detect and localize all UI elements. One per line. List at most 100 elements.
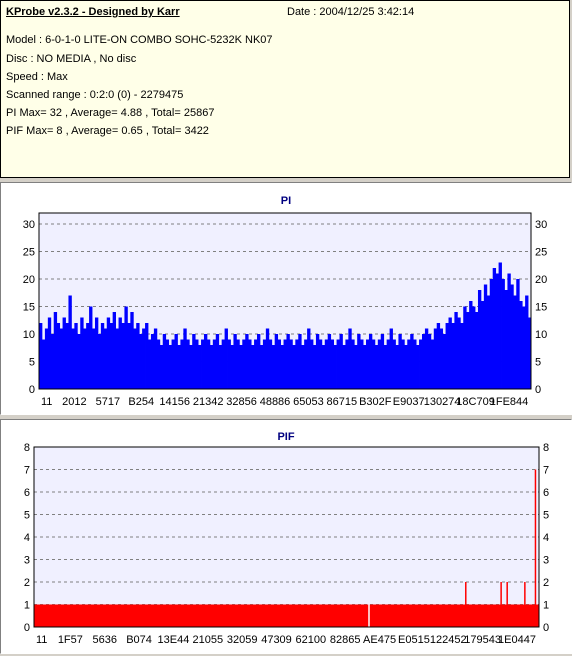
pi-bar [498,262,502,389]
pi-bar [112,312,116,389]
pif-chart: PIF 0 01 12 23 34 45 56 67 78 811 1F57 5636 B074 13E4… [24,431,549,646]
pi-ytick-left: 15 [23,302,35,314]
pi-bar [286,334,290,389]
pif-xtick-label: 11 [36,634,47,646]
pi-bar [74,323,78,389]
pi-bar [333,345,337,389]
pi-bar [145,323,149,389]
pi-bar [475,312,479,389]
pif-ytick-left: 5 [24,510,30,522]
app-title: KProbe v2.3.2 - Designed by Karr [6,6,180,18]
pi-bar [274,334,279,389]
pi-bar [89,306,93,389]
pif-ytick-right: 5 [543,510,549,522]
pi-bar [504,290,508,389]
pi-bar [304,339,308,389]
pif-ytick-right: 0 [543,622,549,634]
pi-bar [368,334,373,389]
pi-bar [133,328,137,389]
pi-bar [59,328,63,389]
pif-xtick-label: 82865 [330,634,361,646]
pif-summary-line: PIF Max= 8 , Average= 0.65 , Total= 3422 [6,125,209,137]
disc-line: Disc : NO MEDIA , No disc [6,53,137,65]
pif-xtick-label: 13E44 [158,634,190,646]
pi-bar [227,339,231,389]
pif-ytick-left: 0 [24,622,30,634]
pi-bar [62,317,66,389]
pif-ytick-right: 4 [543,532,549,544]
pi-bar [209,345,214,389]
pi-bar [321,345,326,389]
pi-bar [436,323,441,389]
pi-ytick-left: 25 [23,247,35,259]
pi-xtick-label: 32856 [226,396,257,408]
pi-summary-line: PI Max= 32 , Average= 4.88 , Total= 2586… [6,107,215,119]
pi-bar [348,328,352,389]
pi-bar [477,290,482,389]
pi-bar [312,345,317,389]
pi-bar [486,295,491,389]
pi-bar [460,323,464,389]
pi-bar [186,339,190,389]
pi-bar [47,317,52,389]
pif-ytick-left: 2 [24,577,30,589]
pi-ytick-left: 0 [29,384,35,396]
pi-bar [174,334,178,389]
pi-bar [442,334,446,389]
pi-bar [386,339,390,389]
pi-bar [377,339,382,389]
pi-bar [354,345,358,389]
pi-bar [121,323,125,389]
pi-xtick-label: B254 [128,396,154,408]
pi-bar [71,328,75,389]
pif-ytick-right: 3 [543,555,549,567]
pif-xtick-label: 62100 [296,634,327,646]
pi-bar [463,306,467,389]
pi-bar [124,306,128,389]
pi-bar [198,345,202,389]
pi-bar [327,334,332,389]
pi-bar [280,345,284,389]
pi-xtick-label: B302F [359,396,392,408]
pi-xtick-label: 5717 [96,396,120,408]
pi-bar [41,339,46,389]
pi-bar [416,345,420,389]
pi-bar [97,334,102,389]
pi-bar [466,312,470,389]
pi-bar [371,339,376,389]
speed-line: Speed : Max [6,71,68,83]
pi-ytick-left: 20 [23,274,35,286]
pi-bar [472,306,476,389]
pi-bar [480,301,485,389]
pi-xtick-label: 65053 [293,396,324,408]
pi-bar [233,334,237,389]
scan-date: Date : 2004/12/25 3:42:14 [287,6,415,18]
pi-ytick-left: 10 [23,329,35,341]
pif-ytick-right: 2 [543,577,549,589]
pi-xtick-label: E9037 [393,396,425,408]
pi-bar [80,317,84,389]
pi-bar [83,328,87,389]
pi-bar [510,284,514,389]
pi-bar [162,334,167,389]
pi-bar [195,339,199,389]
pi-bar [439,328,444,389]
pi-bar [239,345,243,389]
pi-bar [259,345,264,389]
pi-bar [427,334,432,389]
pif-xtick-label: B074 [126,634,152,646]
pi-bar [351,339,355,389]
pi-bar [230,345,234,389]
pi-bar [395,345,399,389]
pif-ytick-right: 7 [543,465,549,477]
pi-bar [522,306,526,389]
pi-bar [50,334,55,389]
pi-bar [374,345,379,389]
pi-bar [106,317,111,389]
pi-xtick-label: 14156 [159,396,190,408]
pi-xtick-label: 86715 [327,396,358,408]
pi-bar [413,339,417,389]
pi-bar [68,295,72,389]
pif-xtick-label: 1F57 [58,634,83,646]
pif-ytick-left: 6 [24,487,30,499]
